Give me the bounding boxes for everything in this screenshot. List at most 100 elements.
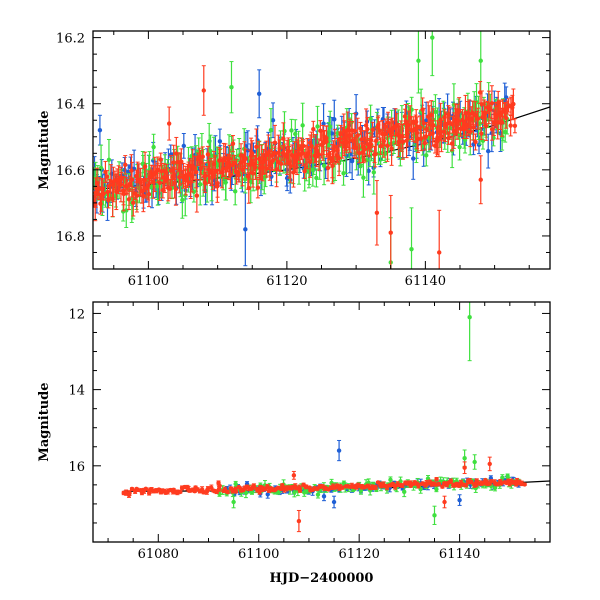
data-point-red <box>503 107 509 129</box>
top-panel: 61100 61120 61140 16.2 16.4 16.6 16.8 Magnitude <box>37 30 551 289</box>
data-point-red <box>293 485 299 491</box>
data-point-red <box>101 186 106 201</box>
data-point-green <box>151 133 156 161</box>
data-point-green <box>289 118 294 143</box>
data-point-red <box>522 482 527 487</box>
data-point-red <box>506 98 511 113</box>
y-tick-label: 16.4 <box>56 98 85 113</box>
data-point-red <box>257 489 262 495</box>
data-point-red <box>168 154 174 187</box>
data-point-green <box>432 505 437 525</box>
data-point-red <box>198 156 204 181</box>
data-point-green <box>416 31 421 94</box>
data-point-red <box>473 133 478 151</box>
data-point-green <box>503 121 508 143</box>
data-point-red <box>254 128 259 166</box>
x-tick-label: 61080 <box>138 547 179 562</box>
data-point-green <box>361 157 366 198</box>
data-point-red <box>383 118 389 136</box>
data-point-red <box>146 181 152 208</box>
data-point-red <box>495 481 501 487</box>
data-point-red <box>227 144 232 173</box>
data-point-red <box>216 480 221 486</box>
data-point-red <box>443 111 448 143</box>
data-point-red <box>499 481 504 486</box>
data-point-green <box>478 31 483 94</box>
data-point-red <box>468 479 474 485</box>
y-axis-label: Magnitude <box>37 110 52 189</box>
y-tick-label: 14 <box>68 384 85 399</box>
data-point-green <box>315 490 321 499</box>
data-point-red <box>281 122 286 155</box>
data-point-red <box>230 135 236 153</box>
data-point-red <box>243 148 248 170</box>
data-point-red <box>340 485 345 490</box>
data-point-red <box>419 126 424 152</box>
data-point-green <box>388 476 393 484</box>
data-point-red <box>355 482 361 489</box>
data-point-blue <box>331 495 337 509</box>
data-point-red <box>385 129 390 162</box>
data-point-green <box>314 168 319 188</box>
data-point-red <box>474 478 479 484</box>
data-point-red <box>479 127 484 141</box>
data-point-red <box>434 477 439 482</box>
data-point-green <box>341 160 346 186</box>
data-point-red <box>126 188 132 211</box>
data-point-red <box>296 509 302 533</box>
y-tick-label: 16.2 <box>56 32 85 47</box>
data-point-red <box>428 118 433 150</box>
data-point-red <box>431 108 436 143</box>
data-point-green <box>472 454 477 470</box>
data-point-red <box>116 165 121 195</box>
data-point-green <box>293 119 298 149</box>
data-point-blue <box>457 494 462 506</box>
data-point-red <box>370 121 375 138</box>
data-point-red <box>191 155 197 181</box>
x-axis-label: HJD−2400000 <box>270 571 374 586</box>
data-point-red <box>166 106 172 141</box>
data-point-green <box>233 177 238 206</box>
data-point-red <box>291 470 297 480</box>
data-point-red <box>135 487 140 493</box>
data-point-red <box>217 149 223 172</box>
data-point-red <box>336 140 342 177</box>
data-point-red <box>205 486 211 492</box>
data-point-red <box>251 483 257 489</box>
data-point-green <box>327 110 333 143</box>
data-point-blue <box>336 439 342 462</box>
data-point-red <box>142 151 148 182</box>
x-tick-label: 61120 <box>338 547 379 562</box>
y-axis-label: Magnitude <box>37 382 52 461</box>
data-point-red <box>225 489 230 495</box>
data-point-red <box>233 489 239 494</box>
x-tick-label: 61100 <box>238 547 279 562</box>
y-tick-label: 16.6 <box>56 164 85 179</box>
plot-area <box>121 302 550 533</box>
data-point-red <box>304 484 309 490</box>
data-point-red <box>462 461 467 475</box>
data-point-red <box>512 118 518 134</box>
data-point-red <box>330 147 335 185</box>
y-tick-label: 16.8 <box>56 230 85 245</box>
data-point-red <box>424 480 429 487</box>
data-point-red <box>183 165 189 196</box>
data-point-red <box>373 484 378 490</box>
data-point-green <box>233 480 238 487</box>
data-point-red <box>249 140 255 167</box>
data-point-green <box>249 489 255 495</box>
data-point-red <box>123 155 128 175</box>
data-point-red <box>389 131 394 166</box>
data-point-red <box>416 482 421 489</box>
data-point-red <box>311 120 316 138</box>
data-point-green <box>430 31 435 77</box>
data-point-red <box>347 118 353 153</box>
data-point-red <box>173 172 179 206</box>
x-tick-label: 61140 <box>405 274 446 289</box>
data-point-green <box>467 302 472 362</box>
x-tick-label: 61100 <box>128 274 169 289</box>
data-point-red <box>253 154 258 180</box>
data-point-red <box>255 176 261 199</box>
plot-area <box>93 31 550 269</box>
